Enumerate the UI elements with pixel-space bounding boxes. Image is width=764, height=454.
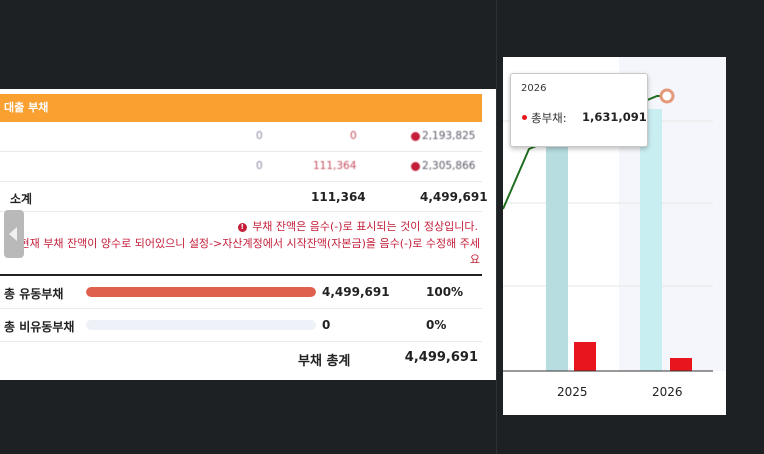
summary-label: 총 유동부채 — [4, 287, 64, 301]
subtotal-row: 소계 111,364 4,499,691 — [0, 182, 488, 212]
chart-svg — [503, 57, 726, 372]
row-col3: 2,305,866 — [411, 160, 475, 172]
notice-message: ! 부채 잔액은 음수(-)로 표시되는 것이 정상입니다. — [237, 218, 478, 234]
subtotal-label: 소계 — [10, 192, 33, 206]
chart-panel: 2026 총부채: 1,631,091 2025 2026 — [503, 57, 726, 415]
section-header-loans: 대출 부채 — [0, 94, 482, 122]
summary-row-noncurrent: 총 비유동부채 0 0% — [0, 309, 482, 342]
summary-percent: 100% — [426, 285, 464, 299]
bar-2025-total[interactable] — [546, 117, 568, 371]
total-row: 부채 총계 4,499,691 — [0, 343, 482, 375]
tooltip-year: 2026 — [521, 83, 547, 94]
row-col1: 0 — [256, 160, 263, 172]
alert-icon: ! — [237, 222, 247, 232]
error-icon — [411, 131, 420, 141]
table-row[interactable]: 0 0 2,193,825 — [0, 122, 482, 152]
data-point-2026[interactable] — [659, 88, 675, 104]
chevron-left-icon — [9, 227, 17, 241]
chart-tooltip: 2026 총부채: 1,631,091 — [510, 73, 648, 147]
total-value: 4,499,691 — [404, 350, 478, 365]
bar-2026-total[interactable] — [640, 109, 662, 371]
tooltip-series-name: 총부채: — [531, 111, 567, 125]
row-col3: 2,193,825 — [411, 130, 475, 142]
bar-2026-secondary[interactable] — [670, 358, 692, 371]
progress-bar-fill — [86, 287, 316, 297]
section-rule — [0, 274, 482, 276]
series-dot-icon — [522, 115, 527, 120]
subtotal-col3: 4,499,691 — [420, 190, 488, 204]
x-tick-label: 2025 — [557, 385, 588, 399]
tooltip-value: 1,631,091 — [582, 110, 647, 124]
progress-bar-track — [86, 320, 316, 330]
summary-amount: 4,499,691 — [322, 285, 390, 299]
total-label: 부채 총계 — [298, 354, 351, 369]
summary-row-current: 총 유동부채 4,499,691 100% — [0, 276, 482, 309]
liabilities-panel: 대출 부채 0 0 2,193,825 0 111,364 2,305,866 … — [0, 89, 496, 380]
subtotal-col2: 111,364 — [311, 190, 366, 204]
notice-line1: 부채 잔액은 음수(-)로 표시되는 것이 정상입니다. — [252, 220, 478, 233]
summary-percent: 0% — [426, 318, 447, 332]
summary-label: 총 비유동부채 — [4, 320, 75, 334]
table-row[interactable]: 0 111,364 2,305,866 — [0, 152, 482, 182]
row-col1: 0 — [256, 130, 263, 142]
summary-amount: 0 — [322, 318, 331, 332]
panel-divider — [496, 0, 497, 454]
bar-2025-secondary[interactable] — [574, 342, 596, 371]
progress-bar-track — [86, 287, 316, 297]
notice-line2: 현재 부채 잔액이 양수로 되어있으니 설정->자산계정에서 시작잔액(자본금)… — [19, 237, 480, 266]
scroll-left-button[interactable] — [4, 210, 24, 258]
row-col2: 111,364 — [313, 160, 357, 172]
x-tick-label: 2026 — [652, 385, 683, 399]
row-col2: 0 — [350, 130, 357, 142]
error-icon — [411, 161, 420, 171]
